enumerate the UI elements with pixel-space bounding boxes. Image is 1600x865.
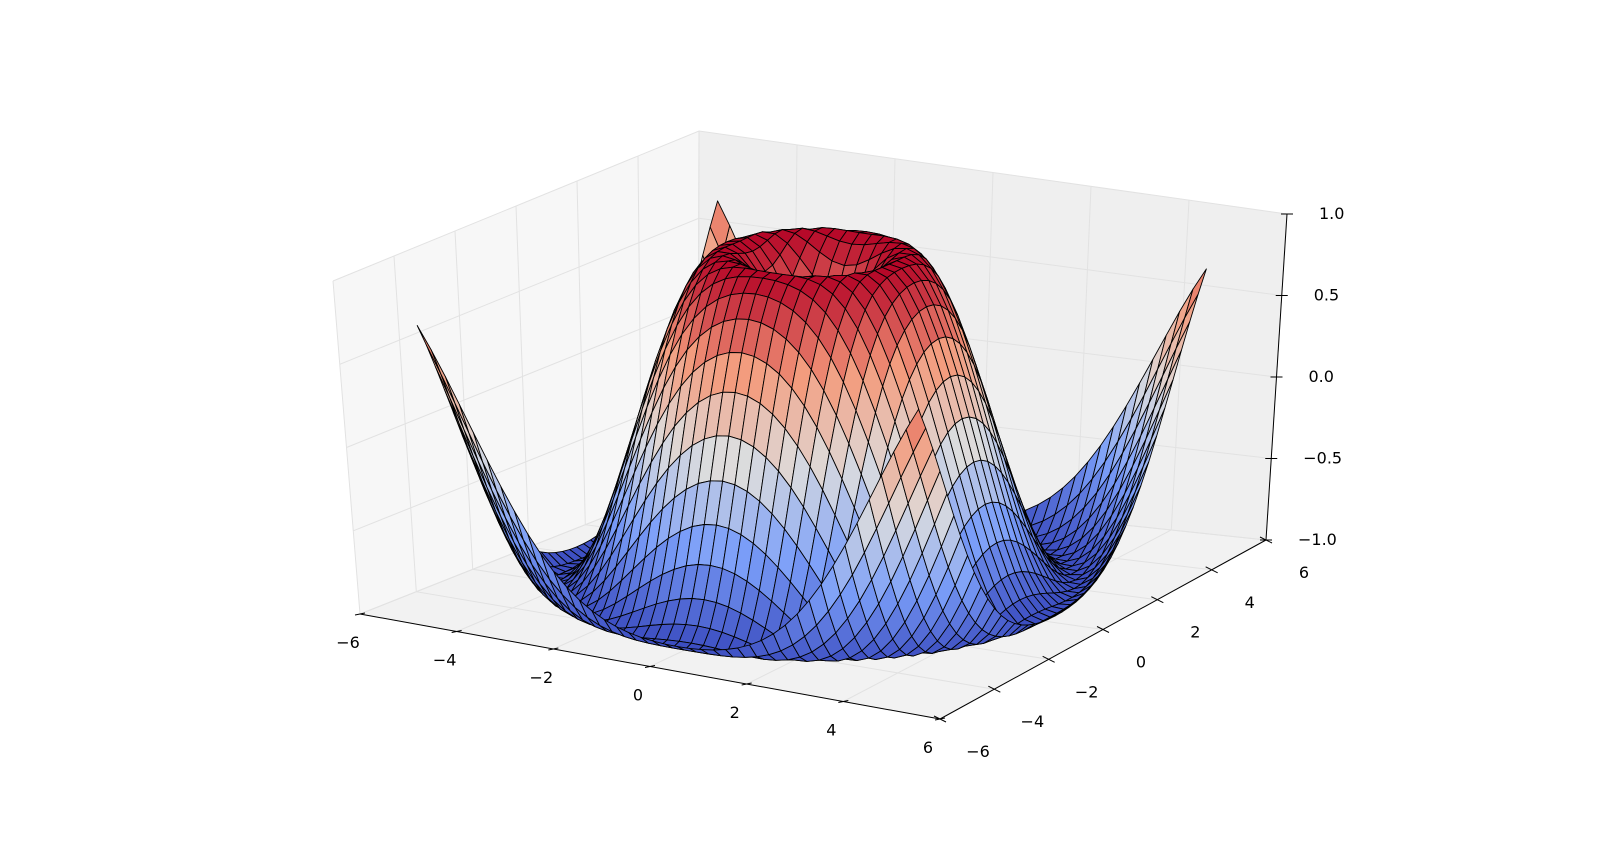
y-tick-mark — [1042, 655, 1055, 663]
y-tick-label: 0 — [1136, 653, 1146, 672]
z-tick-label: 0.0 — [1309, 367, 1334, 386]
x-tick-mark — [741, 682, 752, 686]
x-tick-mark — [838, 700, 849, 703]
left-wall-pane — [333, 131, 699, 614]
x-tick-mark — [644, 665, 656, 668]
y-tick-label: 2 — [1190, 623, 1200, 642]
y-tick-label: −4 — [1021, 712, 1045, 731]
z-gridline — [332, 130, 1288, 282]
y-tick-label: 6 — [1299, 563, 1309, 582]
y-tick-label: −2 — [1075, 682, 1099, 701]
x-tick-label: −2 — [530, 668, 554, 687]
y-tick-mark — [988, 685, 1001, 693]
z-tick-label: −1.0 — [1298, 530, 1337, 549]
z-gridline — [339, 217, 1282, 365]
y-tick-label: 4 — [1245, 593, 1255, 612]
x-tick-label: 2 — [730, 703, 740, 722]
x-tick-label: 6 — [923, 738, 933, 757]
surface-mesh — [416, 200, 1207, 662]
x-tick-label: 4 — [826, 721, 836, 740]
x-tick-mark — [548, 647, 559, 651]
y-tick-mark — [933, 715, 947, 723]
x-tick-label: −4 — [433, 651, 457, 670]
surface-patch — [416, 325, 441, 374]
surface-patch — [905, 408, 927, 453]
y-tick-label: −6 — [966, 742, 990, 761]
z-tick-label: 1.0 — [1319, 204, 1344, 223]
y-tick-mark — [1205, 566, 1218, 574]
x-tick-label: 0 — [633, 686, 643, 705]
axes-ticks: −6 −4 −2 0 2 4 6 −6 −4 −2 0 2 4 6 −1.0 −0.5 0.0 0.5 1.0 — [336, 204, 1344, 761]
y-tick-mark — [1151, 596, 1164, 604]
x-tick-label: −6 — [336, 633, 360, 652]
z-tick-label: 0.5 — [1314, 286, 1339, 305]
x-tick-mark — [451, 630, 462, 633]
x-tick-mark — [354, 612, 366, 616]
z-tick-label: −0.5 — [1303, 449, 1342, 468]
y-tick-mark — [1096, 626, 1110, 633]
